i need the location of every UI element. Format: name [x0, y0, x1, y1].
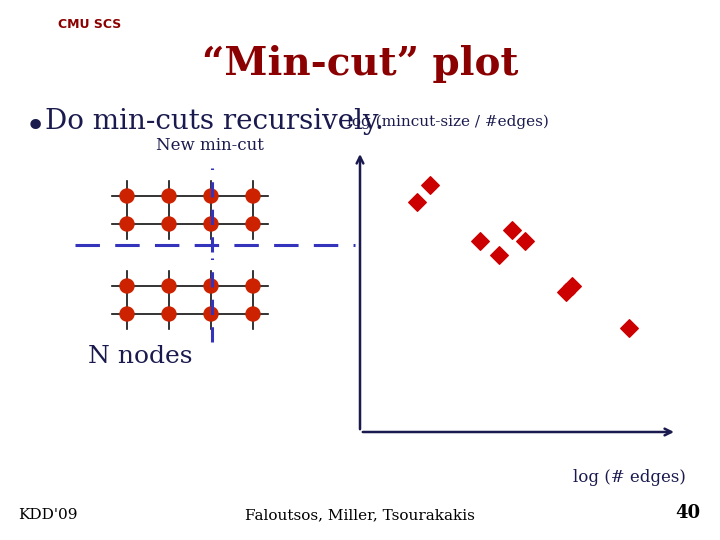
Text: log (mincut-size / #edges): log (mincut-size / #edges)	[347, 114, 549, 129]
Circle shape	[162, 189, 176, 203]
Text: KDD'09: KDD'09	[18, 508, 78, 522]
Circle shape	[246, 217, 260, 231]
Circle shape	[246, 307, 260, 321]
Text: New min-cut: New min-cut	[156, 137, 264, 154]
Point	[567, 282, 578, 291]
Point	[506, 226, 518, 234]
Circle shape	[120, 307, 134, 321]
Circle shape	[204, 217, 218, 231]
Point	[474, 237, 486, 245]
Point	[519, 237, 531, 245]
Circle shape	[120, 217, 134, 231]
Text: N nodes: N nodes	[88, 345, 192, 368]
Circle shape	[204, 307, 218, 321]
Point	[424, 180, 436, 189]
Text: 40: 40	[675, 504, 700, 522]
Point	[624, 324, 635, 333]
Circle shape	[162, 279, 176, 293]
Point	[494, 251, 505, 259]
Text: “Min-cut” plot: “Min-cut” plot	[202, 45, 518, 83]
Text: Faloutsos, Miller, Tsourakakis: Faloutsos, Miller, Tsourakakis	[245, 508, 475, 522]
Point	[411, 198, 423, 206]
Circle shape	[162, 217, 176, 231]
Circle shape	[162, 307, 176, 321]
Circle shape	[204, 279, 218, 293]
Circle shape	[120, 189, 134, 203]
Text: •: •	[25, 110, 46, 144]
Circle shape	[204, 189, 218, 203]
Circle shape	[120, 279, 134, 293]
Text: log (# edges): log (# edges)	[573, 469, 685, 485]
Circle shape	[246, 279, 260, 293]
Point	[560, 287, 572, 296]
Text: Do min-cuts recursively.: Do min-cuts recursively.	[45, 108, 384, 135]
Circle shape	[246, 189, 260, 203]
Text: CMU SCS: CMU SCS	[58, 18, 121, 31]
